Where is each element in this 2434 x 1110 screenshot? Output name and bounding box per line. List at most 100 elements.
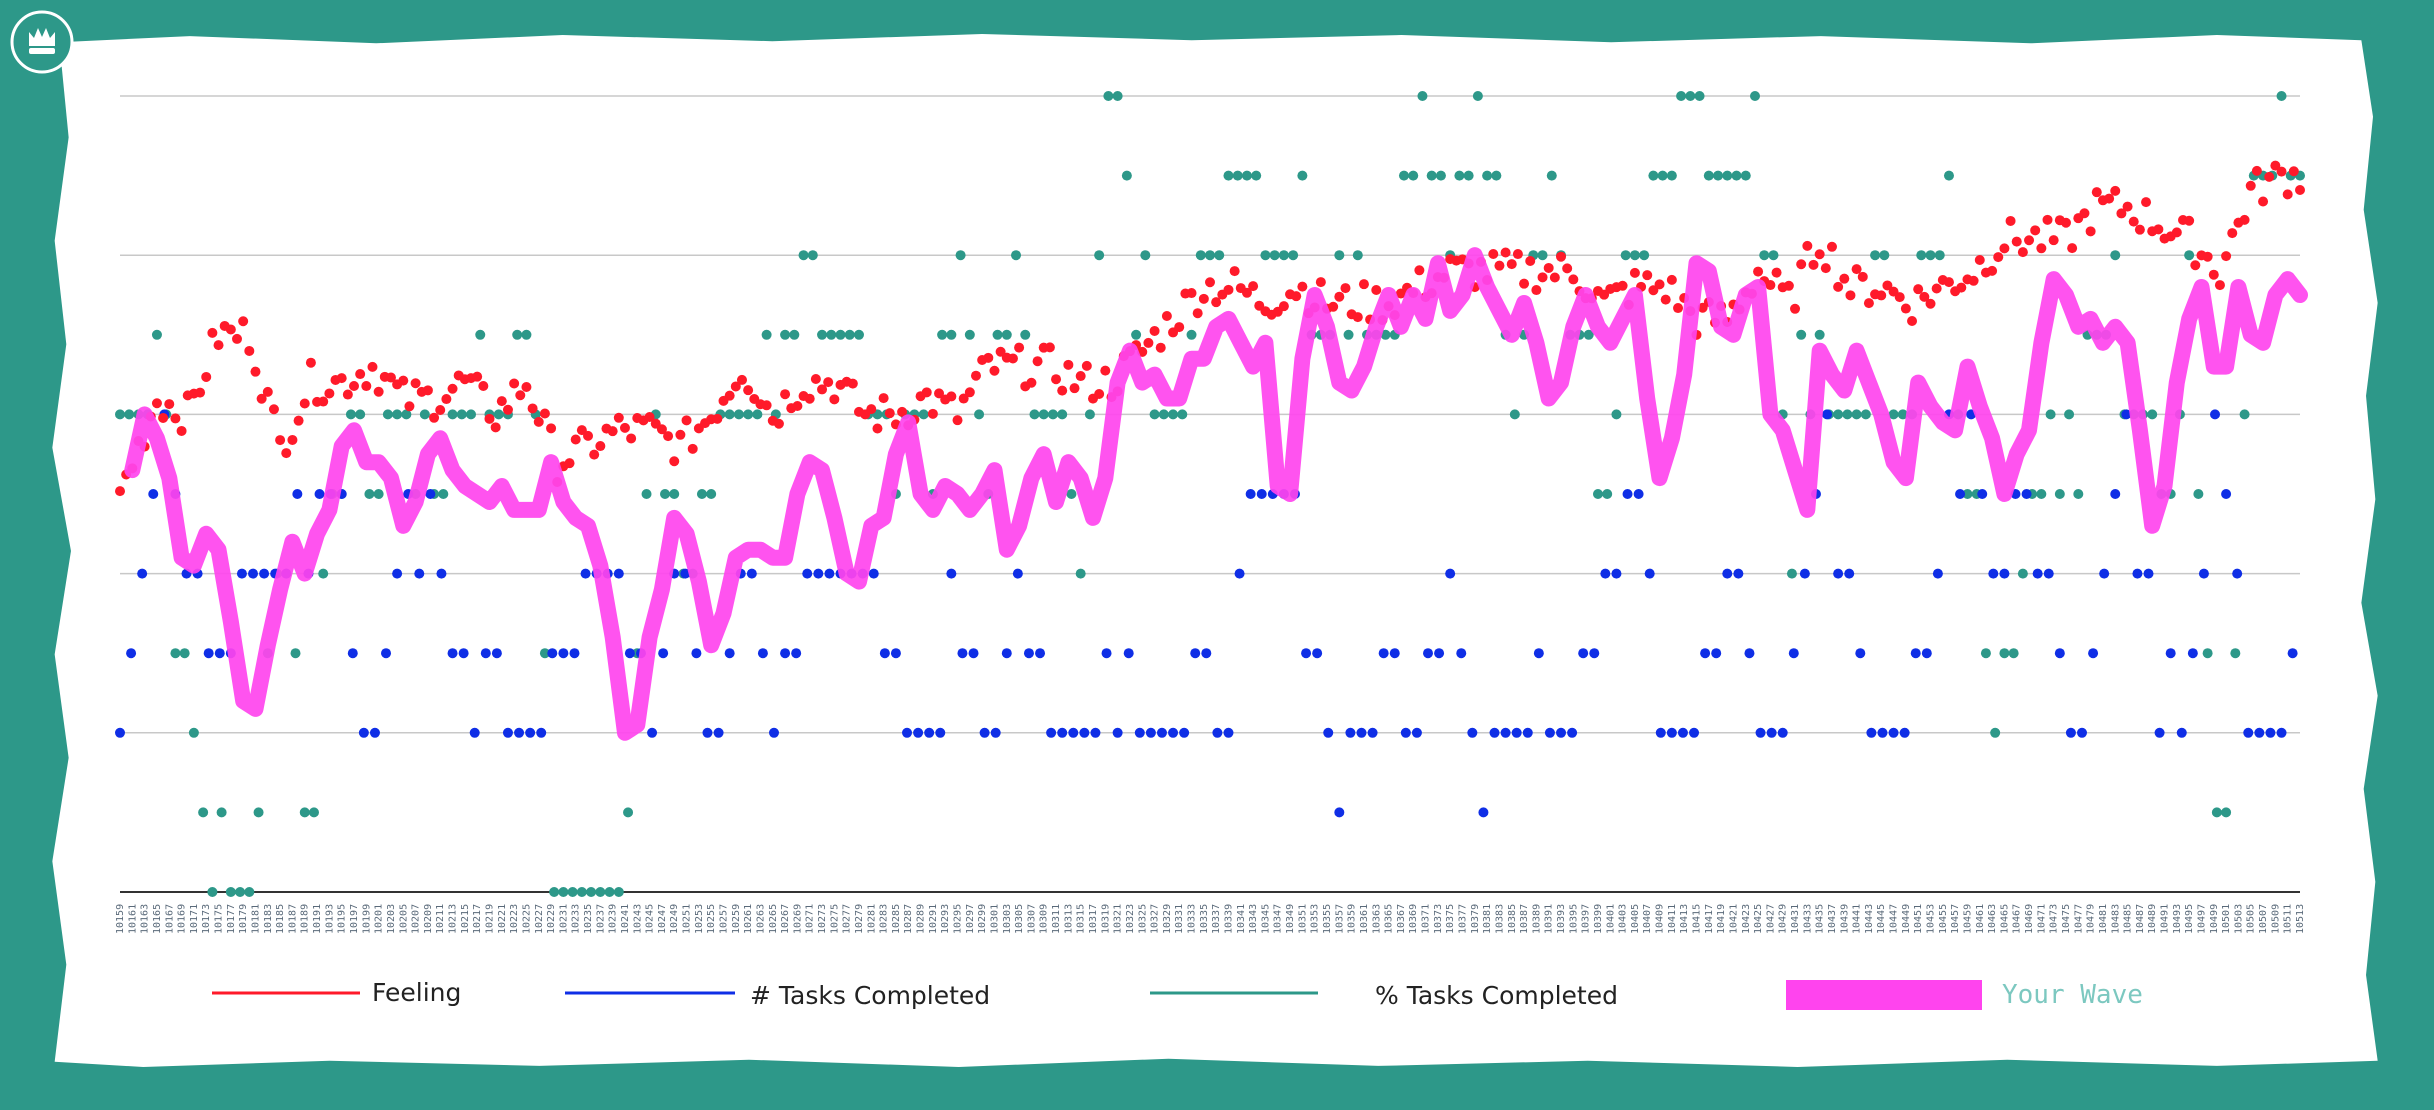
x-tick-10487: 10487 bbox=[2135, 904, 2146, 934]
tasks_completed-point-41 bbox=[569, 648, 580, 659]
x-tick-10371: 10371 bbox=[1421, 904, 1432, 934]
pct_tasks_completed-point-147 bbox=[1472, 91, 1483, 101]
feeling-point-132 bbox=[927, 408, 938, 419]
hand-crown-icon bbox=[10, 10, 74, 74]
x-tick-10431: 10431 bbox=[1790, 904, 1801, 934]
tasks_completed-point-129 bbox=[1544, 727, 1555, 738]
feeling-point-16 bbox=[213, 340, 224, 351]
x-tick-10379: 10379 bbox=[1470, 904, 1481, 934]
pct_tasks_completed-point-39 bbox=[475, 329, 486, 340]
tasks_completed-point-45 bbox=[613, 568, 624, 579]
x-tick-10427: 10427 bbox=[1765, 904, 1776, 934]
feeling-point-232 bbox=[1543, 262, 1554, 273]
x-tick-10195: 10195 bbox=[337, 904, 348, 934]
tasks_completed-point-54 bbox=[713, 727, 724, 738]
tasks_completed-point-170 bbox=[1999, 568, 2010, 579]
feeling-point-20 bbox=[238, 316, 249, 327]
feeling-point-53 bbox=[441, 394, 452, 405]
tasks_completed-point-89 bbox=[1101, 648, 1112, 659]
pct_tasks_completed-point-87 bbox=[918, 409, 929, 420]
feeling-point-0 bbox=[115, 486, 125, 497]
feeling-point-46 bbox=[398, 375, 409, 386]
tasks_completed-point-51 bbox=[680, 568, 691, 579]
pct_tasks_completed-point-7 bbox=[179, 648, 190, 659]
pct_tasks_completed-point-9 bbox=[198, 807, 209, 818]
feeling-point-351 bbox=[2276, 166, 2287, 177]
x-tick-10265: 10265 bbox=[768, 904, 779, 934]
tasks_completed-point-32 bbox=[469, 727, 480, 738]
tasks_completed-point-52 bbox=[691, 648, 702, 659]
tasks_completed-point-136 bbox=[1622, 489, 1633, 499]
tasks_completed-point-143 bbox=[1700, 648, 1711, 659]
x-tick-10309: 10309 bbox=[1039, 904, 1050, 934]
pct_tasks_completed-point-13 bbox=[235, 887, 246, 897]
feeling-point-244 bbox=[1617, 280, 1628, 291]
tasks_completed-point-173 bbox=[2032, 568, 2043, 579]
x-tick-10353: 10353 bbox=[1310, 904, 1321, 934]
pct_tasks_completed-point-114 bbox=[1168, 409, 1179, 420]
x-tick-10479: 10479 bbox=[2086, 904, 2097, 934]
pct_tasks_completed-point-53 bbox=[604, 887, 615, 897]
x-tick-10503: 10503 bbox=[2233, 904, 2244, 934]
x-tick-10383: 10383 bbox=[1494, 904, 1505, 934]
pct_tasks_completed-point-126 bbox=[1278, 250, 1289, 261]
x-tick-10419: 10419 bbox=[1716, 904, 1727, 934]
feeling-point-224 bbox=[1494, 260, 1505, 271]
pct_tasks_completed-point-123 bbox=[1251, 170, 1262, 181]
feeling-point-347 bbox=[2251, 165, 2262, 176]
feeling-point-192 bbox=[1297, 281, 1308, 292]
legend-tasks-label: # Tasks Completed bbox=[750, 981, 990, 1010]
feeling-point-139 bbox=[970, 370, 981, 381]
pct_tasks_completed-point-92 bbox=[964, 329, 975, 340]
x-tick-10499: 10499 bbox=[2209, 904, 2220, 934]
feeling-point-38 bbox=[349, 381, 360, 392]
feeling-point-7 bbox=[158, 412, 169, 423]
feeling-point-248 bbox=[1642, 270, 1653, 281]
feeling-point-65 bbox=[515, 390, 526, 401]
x-tick-10327: 10327 bbox=[1150, 904, 1161, 934]
feeling-point-33 bbox=[318, 396, 329, 407]
pct_tasks_completed-point-33 bbox=[419, 409, 430, 420]
tasks_completed-point-193 bbox=[2254, 727, 2265, 738]
pct_tasks_completed-point-190 bbox=[1870, 250, 1881, 261]
tasks_completed-point-147 bbox=[1744, 648, 1755, 659]
x-tick-10375: 10375 bbox=[1445, 904, 1456, 934]
pct_tasks_completed-point-69 bbox=[752, 409, 763, 420]
x-tick-10405: 10405 bbox=[1630, 904, 1641, 934]
tasks_completed-point-174 bbox=[2043, 568, 2054, 579]
pct_tasks_completed-point-169 bbox=[1676, 91, 1687, 101]
pct_tasks_completed-point-43 bbox=[512, 329, 523, 340]
pct_tasks_completed-point-30 bbox=[392, 409, 403, 420]
feeling-point-116 bbox=[829, 394, 840, 405]
x-tick-10407: 10407 bbox=[1642, 904, 1653, 934]
pct_tasks_completed-point-50 bbox=[576, 887, 587, 897]
pct_tasks_completed-point-196 bbox=[1925, 250, 1936, 261]
tasks_completed-point-180 bbox=[2110, 489, 2121, 499]
pct_tasks_completed-point-172 bbox=[1703, 170, 1714, 181]
pct_tasks_completed-point-95 bbox=[992, 329, 1003, 340]
pct_tasks_completed-point-205 bbox=[2008, 648, 2019, 659]
x-tick-10213: 10213 bbox=[448, 904, 459, 934]
x-tick-10257: 10257 bbox=[719, 904, 730, 934]
x-tick-10441: 10441 bbox=[1852, 904, 1863, 934]
x-tick-10401: 10401 bbox=[1605, 904, 1616, 934]
pct_tasks_completed-point-66 bbox=[724, 409, 735, 420]
x-tick-10477: 10477 bbox=[2073, 904, 2084, 934]
feeling-point-102 bbox=[743, 385, 754, 396]
pct_tasks_completed-point-164 bbox=[1629, 250, 1640, 261]
x-tick-10337: 10337 bbox=[1211, 904, 1222, 934]
feeling-point-178 bbox=[1211, 297, 1222, 308]
x-tick-10411: 10411 bbox=[1667, 904, 1678, 934]
feeling-point-154 bbox=[1063, 359, 1074, 370]
feeling-point-21 bbox=[244, 345, 255, 356]
tasks_completed-point-3 bbox=[148, 489, 159, 499]
pct_tasks_completed-point-206 bbox=[2017, 568, 2028, 579]
tasks_completed-point-53 bbox=[702, 727, 713, 738]
x-tick-10301: 10301 bbox=[989, 904, 1000, 934]
pct_tasks_completed-point-52 bbox=[595, 887, 606, 897]
legend-pct-label: % Tasks Completed bbox=[1375, 981, 1618, 1010]
feeling-point-86 bbox=[644, 411, 655, 422]
tasks_completed-point-80 bbox=[1001, 648, 1012, 659]
feeling-point-352 bbox=[2282, 189, 2293, 200]
tasks_completed-point-163 bbox=[1921, 648, 1932, 659]
